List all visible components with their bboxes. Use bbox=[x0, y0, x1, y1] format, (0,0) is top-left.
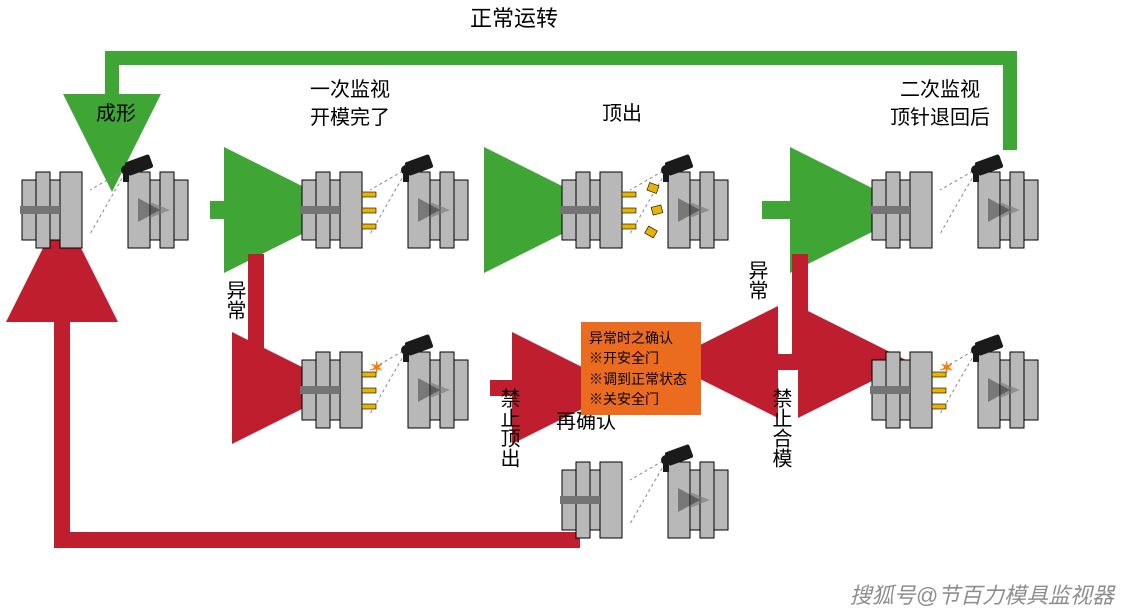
mold-abnormal-left: ✶ bbox=[300, 330, 480, 450]
arrow-abnormal1 bbox=[256, 254, 296, 388]
mold-icon bbox=[870, 150, 1060, 270]
mold-icon bbox=[300, 150, 490, 270]
mold-stage3 bbox=[560, 150, 740, 270]
mold-icon bbox=[20, 150, 210, 270]
orange-confirmation-box: 异常时之确认 ※开安全门 ※调到正常状态 ※关安全门 bbox=[581, 322, 701, 415]
label-stage3: 顶出 bbox=[602, 100, 642, 128]
alarm-spark-icon: ✶ bbox=[370, 358, 383, 378]
arrow-top-loop bbox=[112, 58, 1010, 150]
mold-stage1 bbox=[20, 150, 200, 270]
orange-line4: ※关安全门 bbox=[589, 389, 693, 409]
mold-abnormal-right: ✶ bbox=[870, 330, 1050, 450]
mold-stage4 bbox=[870, 150, 1050, 270]
mold-reconfirm bbox=[560, 440, 740, 560]
label-stage4-line1: 二次监视 bbox=[900, 79, 980, 101]
label-stage4: 二次监视 顶针退回后 bbox=[890, 76, 990, 132]
label-stage2: 一次监视 开模完了 bbox=[310, 76, 390, 132]
orange-line3: ※调到正常状态 bbox=[589, 369, 693, 389]
orange-line2: ※开安全门 bbox=[589, 348, 693, 368]
label-stage1: 成形 bbox=[96, 100, 136, 128]
alarm-spark-icon: ✶ bbox=[940, 358, 953, 378]
mold-icon bbox=[560, 150, 750, 270]
label-prohibit-close: 禁止合模 bbox=[766, 388, 794, 468]
label-abnormal1: 异常 bbox=[220, 280, 248, 320]
watermark-text: 搜狐号@节百力模具监视器 bbox=[850, 578, 1114, 610]
arrow-abnormal2 bbox=[800, 254, 862, 362]
label-stage2-line1: 一次监视 bbox=[310, 79, 390, 101]
mold-icon bbox=[560, 440, 750, 560]
mold-stage2 bbox=[300, 150, 480, 270]
orange-line1: 异常时之确认 bbox=[589, 328, 693, 348]
label-stage2-line2: 开模完了 bbox=[310, 107, 390, 129]
label-top-title: 正常运转 bbox=[470, 4, 558, 35]
label-prohibit-eject: 禁止顶出 bbox=[494, 388, 522, 468]
mold-icon bbox=[870, 330, 1060, 450]
label-stage4-line2: 顶针退回后 bbox=[890, 107, 990, 129]
mold-icon bbox=[300, 330, 490, 450]
